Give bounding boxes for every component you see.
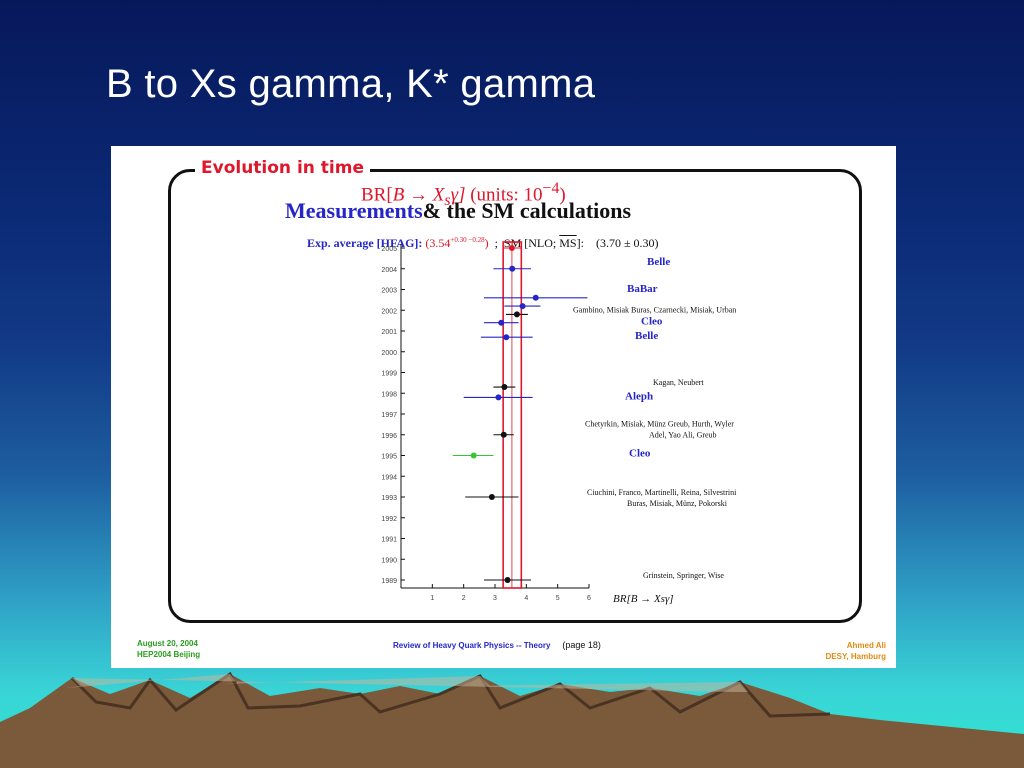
- exp-average-value: (3.54: [425, 236, 451, 250]
- footer-institution: DESY, Hamburg: [825, 652, 886, 661]
- data-point: [498, 319, 505, 326]
- x-tick-label: 4: [524, 595, 528, 602]
- x-tick-label: 3: [493, 595, 497, 602]
- sm-colon: ]:: [576, 236, 584, 250]
- label-theory-1993a: Ciuchini, Franco, Martinelli, Reina, Sil…: [587, 488, 737, 497]
- slide-title: B to Xs gamma, K* gamma: [106, 62, 596, 106]
- br-units: (units: 10: [470, 184, 543, 206]
- br-heading: BR[B → Xsγ] (units: 10−4): [361, 180, 566, 210]
- y-tick-label: 1990: [381, 557, 397, 564]
- sm-calculations-label: & the SM calculations: [422, 198, 632, 223]
- y-tick-label: 2002: [381, 308, 397, 315]
- data-point: [495, 394, 502, 401]
- data-point: [488, 494, 495, 500]
- footer-venue: HEP2004 Beijing: [137, 650, 201, 659]
- sm-value: (3.70 ± 0.30): [595, 236, 659, 250]
- mountain-ridge-shadow: [70, 671, 831, 718]
- y-tick-label: 2000: [381, 350, 397, 357]
- data-point: [504, 577, 511, 583]
- y-tick-label: 1997: [381, 412, 397, 419]
- measurements-heading: Measurements& the SM calculations: [285, 198, 631, 224]
- y-tick-label: 2001: [381, 329, 397, 336]
- br-prefix: BR[: [361, 184, 393, 206]
- exp-average-line: Exp. average [HFAG]: (3.54+0.30 −0.28) ;…: [307, 236, 659, 250]
- y-tick-label: 2005: [381, 246, 397, 253]
- label-theory-1998: Kagan, Neubert: [653, 378, 704, 387]
- label-theory-2002: Gambino, Misiak Buras, Czarnecki, Misiak…: [573, 305, 736, 314]
- x-tick-label: 2: [462, 595, 466, 602]
- label-belle-2000: Belle: [635, 330, 658, 342]
- label-babar: BaBar: [627, 283, 658, 295]
- data-point: [519, 303, 526, 310]
- footer-right: Ahmed Ali DESY, Hamburg: [826, 640, 886, 662]
- y-tick-label: 2004: [381, 267, 397, 274]
- br-close: ): [559, 184, 566, 206]
- evolution-label: Evolution in time: [195, 158, 371, 178]
- y-tick-label: 1999: [381, 371, 397, 378]
- y-tick-label: 1993: [381, 495, 397, 502]
- exp-average-errors: +0.30 −0.28: [450, 236, 485, 244]
- sm-label: SM [NLO;: [503, 236, 557, 250]
- figure-frame: [168, 169, 862, 623]
- x-axis-label: BR[B → Xsγ]: [613, 593, 674, 605]
- x-tick-label: 1: [430, 595, 434, 602]
- y-tick-label: 1992: [381, 516, 397, 523]
- footer-center: Review of Heavy Quark Physics -- Theory (…: [393, 640, 601, 650]
- footer-left: August 20, 2004 HEP2004 Beijing: [137, 638, 200, 660]
- footer-talk-title: Review of Heavy Quark Physics -- Theory: [393, 641, 551, 650]
- label-cleo-1995: Cleo: [629, 448, 651, 460]
- br-sub: s: [444, 192, 451, 210]
- figure-panel: Evolution in time BR[B → Xsγ] (units: 10…: [111, 146, 896, 668]
- data-point: [532, 294, 539, 301]
- br-math: B → X: [392, 184, 445, 206]
- data-point: [509, 265, 516, 272]
- label-theory-1989: Grinstein, Springer, Wise: [643, 571, 724, 580]
- y-tick-label: 1989: [381, 578, 397, 585]
- data-point: [470, 452, 477, 459]
- label-aleph: Aleph: [625, 390, 653, 402]
- br-evolution-chart: 2005 2004 2003 2002 2001 2000 1999 1998 1997 1996…: [381, 241, 737, 605]
- label-cleo-2001: Cleo: [641, 316, 663, 328]
- y-tick-label: 1996: [381, 433, 397, 440]
- footer-page: (page 18): [562, 640, 601, 650]
- exp-average-label: Exp. average [HFAG]:: [307, 236, 423, 250]
- x-tick-label: 5: [556, 595, 560, 602]
- label-belle-2004: Belle: [647, 256, 670, 268]
- mountain-range: [0, 671, 1024, 768]
- data-point: [513, 311, 520, 318]
- y-tick-label: 1998: [381, 391, 397, 398]
- data-point: [503, 334, 510, 341]
- footer-author: Ahmed Ali: [846, 641, 886, 650]
- br-gamma: γ]: [450, 184, 466, 206]
- br-exp: −4: [542, 180, 560, 197]
- exp-average-close: ): [484, 236, 489, 250]
- footer-date: August 20, 2004: [137, 639, 198, 648]
- mountain-shape: [0, 674, 1024, 768]
- y-tick-label: 1991: [381, 537, 397, 544]
- data-point: [500, 431, 507, 438]
- measurements-label: Measurements: [285, 198, 423, 223]
- y-tick-label: 2003: [381, 288, 397, 295]
- x-tick-label: 6: [587, 595, 591, 602]
- data-point: [501, 384, 508, 391]
- y-tick-label: 1994: [381, 474, 397, 481]
- data-point: [508, 245, 515, 251]
- mountain-snow: [66, 674, 748, 692]
- label-theory-1996a: Chetyrkin, Misiak, Münz Greub, Hurth, Wy…: [585, 420, 734, 429]
- label-theory-1996b: Adel, Yao Ali, Greub: [649, 431, 717, 440]
- sm-scheme: MS: [559, 236, 577, 250]
- y-tick-label: 1995: [381, 454, 397, 461]
- label-theory-1993b: Buras, Misiak, Münz, Pokorski: [627, 499, 728, 508]
